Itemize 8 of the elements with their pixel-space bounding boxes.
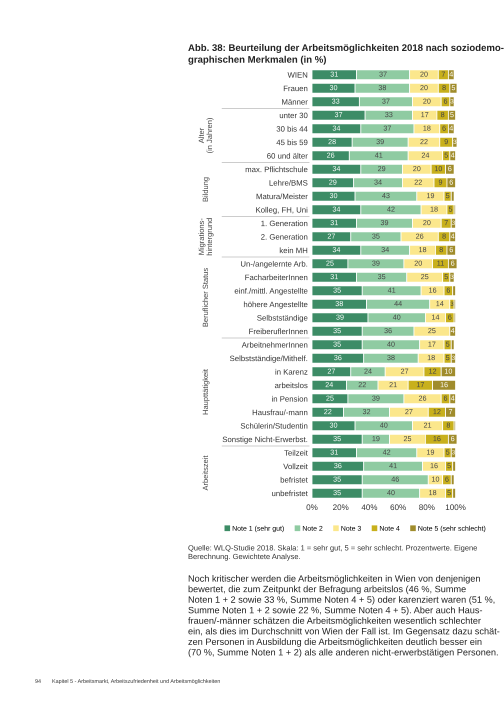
x-tick-label: 40% [362, 504, 378, 510]
chart-title: Abb. 38: Beurteilung der Arbeitsmöglichkeiten 2018 nach soziodemo- graphischen Merkmalen (in %) [188, 44, 504, 65]
x-tick-label: 20% [333, 504, 348, 510]
x-tick-label: 80% [419, 504, 435, 510]
text: Noch kritischer werden die Arbeitsmöglichkeiten in Wien von denjenigen bewertet, die zum Zeitpunkt der Befragung arbeitslos (46 %, Summe Noten 1 + 2 sowie 33 %, Summe Noten 4 + 5) oder karenziert waren (51 %, Summe Noten 1 + 2 sowie 22 %, Summe Noten 4 + 5). Aber auch Haus- frauen/-männer schätzen die Arbeitsmöglichkeiten wesentlich schlechter ein, als dies im Durchschnitt von Wien der Fall ist. Im Gegensatz dazu schät- zen Personen in Ausbildung die Arbeitsmöglichkeiten deutlich besser ein (70 %, Summe Noten 1 + 2) als alle anderen nicht-erwerbstätigen Personen. [188, 575, 500, 658]
x-tick-label: 60% [390, 504, 406, 510]
x-tick-label: 0% [306, 504, 318, 510]
x-tick-label: 100% [446, 504, 466, 510]
